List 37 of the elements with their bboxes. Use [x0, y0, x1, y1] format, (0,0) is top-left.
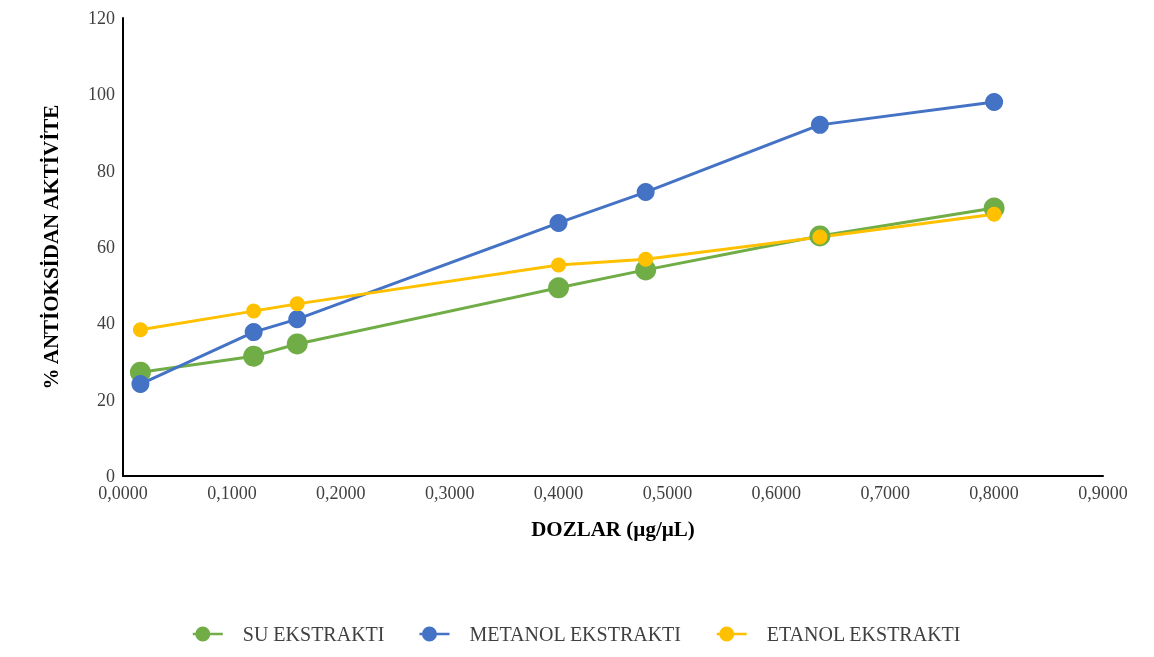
- point: [636, 183, 655, 202]
- y-tick-label: 60: [97, 237, 115, 257]
- y-tick-label: 40: [97, 313, 115, 334]
- point: [985, 92, 1004, 111]
- x-tick-label: 0,2000: [316, 483, 366, 503]
- x-axis-title: DOZLAR (µg/µL): [531, 516, 695, 541]
- point: [243, 345, 265, 367]
- y-tick-label: 20: [97, 389, 115, 410]
- point: [551, 257, 567, 273]
- x-tick-label: 0,3000: [424, 483, 475, 503]
- y-tick-label: 120: [88, 8, 115, 28]
- legend-label: METANOL EKSTRAKTI: [469, 623, 681, 645]
- point: [244, 323, 263, 342]
- point: [246, 303, 262, 319]
- point: [131, 375, 150, 394]
- x-tick-label: 0,7000: [860, 483, 910, 503]
- x-tick-label: 0,1000: [207, 483, 257, 503]
- x-tick-label: 0,5000: [642, 483, 693, 503]
- x-tick-label: 0,6000: [751, 483, 802, 503]
- y-tick-label: 80: [97, 160, 115, 181]
- point: [810, 115, 829, 134]
- point: [132, 322, 148, 338]
- legend-label: SU EKSTRAKTI: [242, 623, 385, 645]
- legend-label: ETANOL EKSTRAKTI: [766, 623, 961, 645]
- point: [548, 277, 570, 299]
- y-tick-label: 0: [106, 466, 115, 486]
- x-tick-label: 0,4000: [533, 483, 584, 503]
- point: [286, 333, 308, 355]
- x-tick-label: 0,9000: [1078, 483, 1128, 503]
- point: [549, 213, 568, 232]
- y-axis-title: % ANTİOKSİDAN AKTİVİTE: [38, 104, 63, 390]
- y-tick-label: 100: [88, 84, 115, 105]
- point: [638, 251, 654, 267]
- point: [289, 296, 305, 312]
- x-tick-label: 0,0000: [98, 483, 148, 503]
- point: [288, 310, 307, 329]
- x-tick-label: 0,8000: [969, 483, 1019, 503]
